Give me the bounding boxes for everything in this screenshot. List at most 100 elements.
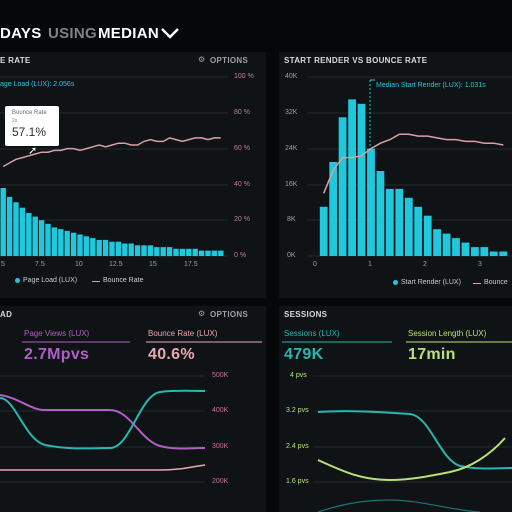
y-tick-label: 200K: [212, 478, 229, 485]
page-load-bar: [13, 202, 19, 256]
y-tick-label: 16K: [285, 181, 298, 188]
sessions-label: Sessions (LUX): [284, 329, 340, 338]
start-render-bar: [452, 238, 460, 256]
bounce-rate-line: [0, 389, 206, 450]
page-load-bar: [192, 248, 198, 256]
page-load-bar: [198, 250, 205, 256]
y-tick-label: 24K: [285, 145, 298, 152]
page-load-bar: [173, 248, 179, 256]
start-render-bar: [433, 229, 441, 256]
y-tick-label: 80 %: [234, 109, 250, 116]
legend-dot-icon: [15, 278, 20, 283]
page-load-bar: [218, 250, 224, 256]
page-load-bar: [32, 216, 38, 256]
dashboard-title-using: USING: [48, 25, 98, 42]
x-tick-label: 1: [368, 261, 372, 268]
page-load-bar: [6, 196, 13, 256]
page-load-bar: [147, 245, 154, 256]
page-load-bar: [211, 250, 218, 256]
y-tick-label: 500K: [212, 372, 229, 379]
median-page-load-label: age Load (LUX): 2.056s: [0, 81, 75, 88]
y-tick-label: 4 pvs: [290, 372, 307, 379]
sessions-line: [317, 410, 512, 470]
legend-label: Start Render (LUX): [401, 279, 461, 286]
page-views-label: Page Views (LUX): [24, 329, 90, 338]
dashboard-title-median[interactable]: MEDIAN: [98, 25, 159, 42]
median-start-render-label: Median Start Render (LUX): 1.031s: [376, 82, 486, 89]
start-render-bar: [329, 162, 338, 256]
cursor-pointer-icon: ➚: [28, 145, 38, 157]
page-load-bar: [96, 239, 102, 256]
page-load-bar: [51, 227, 58, 256]
page-load-bar: [26, 213, 32, 256]
panel-title: E RATE: [0, 56, 31, 65]
page-load-bar: [38, 220, 45, 256]
tooltip-label: Bounce Rate: [12, 110, 47, 116]
start-render-bar: [480, 247, 489, 257]
y-tick-label: 3.2 pvs: [286, 407, 309, 414]
page-load-bar: [115, 241, 122, 256]
page-load-bar: [141, 245, 147, 256]
options-button[interactable]: OPTIONS: [210, 310, 249, 319]
session-length-line: [317, 437, 506, 482]
y-tick-label: 100 %: [234, 73, 254, 80]
bounce-rate-lux-line: [0, 464, 206, 471]
panel-bounce-rate: [0, 52, 266, 298]
panel-title: AD: [0, 310, 13, 319]
x-tick-label: 10: [75, 261, 83, 268]
tooltip-sublabel: 2s: [12, 118, 18, 124]
x-tick-label: 15: [149, 261, 157, 268]
page-load-bar: [134, 245, 141, 256]
legend-label: Bounce: [484, 279, 508, 286]
start-render-bar: [499, 251, 508, 256]
page-load-bar: [160, 247, 166, 257]
options-button[interactable]: OPTIONS: [210, 56, 249, 65]
x-tick-label: 7.5: [35, 261, 45, 268]
gear-icon[interactable]: ⚙: [198, 55, 206, 64]
page-load-bar: [77, 234, 83, 256]
session-length-label: Session Length (LUX): [408, 329, 487, 338]
page-load-bar: [128, 243, 134, 256]
page-load-bar: [64, 230, 70, 256]
x-tick-label: 0: [313, 261, 317, 268]
page-load-bar: [90, 238, 96, 256]
x-tick-label: 12.5: [109, 261, 123, 268]
start-render-bar: [348, 99, 356, 257]
y-tick-label: 0K: [287, 252, 296, 259]
page-load-bar: [205, 250, 211, 256]
page-load-bar: [19, 207, 26, 256]
y-tick-label: 1.6 pvs: [286, 478, 309, 485]
page-load-bar: [70, 232, 77, 256]
dashboard-title-days: DAYS: [0, 25, 42, 42]
start-render-bar: [385, 188, 394, 256]
start-render-bar: [319, 206, 328, 256]
x-tick-label: 3: [478, 261, 482, 268]
page-load-bar: [186, 248, 192, 256]
x-tick-label: 2: [423, 261, 427, 268]
bounce-rate-label: Bounce Rate (LUX): [148, 329, 218, 338]
x-tick-label: 5: [1, 261, 5, 268]
legend-line-icon: [92, 281, 100, 282]
start-render-bar: [404, 197, 413, 256]
start-render-bars: [319, 99, 508, 257]
start-render-bar: [442, 233, 451, 256]
session-length-value: 17min: [408, 346, 456, 363]
legend-dot-icon: [393, 280, 398, 285]
start-render-bar: [357, 103, 366, 256]
page-load-bar: [58, 229, 64, 256]
start-render-bar: [471, 247, 479, 257]
page-load-bar: [109, 241, 115, 256]
y-tick-label: 60 %: [234, 145, 250, 152]
start-render-bar: [376, 171, 385, 256]
y-tick-label: 20 %: [234, 216, 250, 223]
y-tick-label: 40 %: [234, 181, 250, 188]
start-render-bar: [414, 206, 423, 256]
legend-line-icon: [473, 283, 481, 284]
bounce-rate-tooltip: [5, 106, 59, 146]
start-render-bar: [338, 117, 347, 256]
start-render-bar: [423, 215, 432, 256]
panel-sessions: [279, 306, 512, 512]
y-tick-label: 300K: [212, 443, 229, 450]
gear-icon[interactable]: ⚙: [198, 309, 206, 318]
